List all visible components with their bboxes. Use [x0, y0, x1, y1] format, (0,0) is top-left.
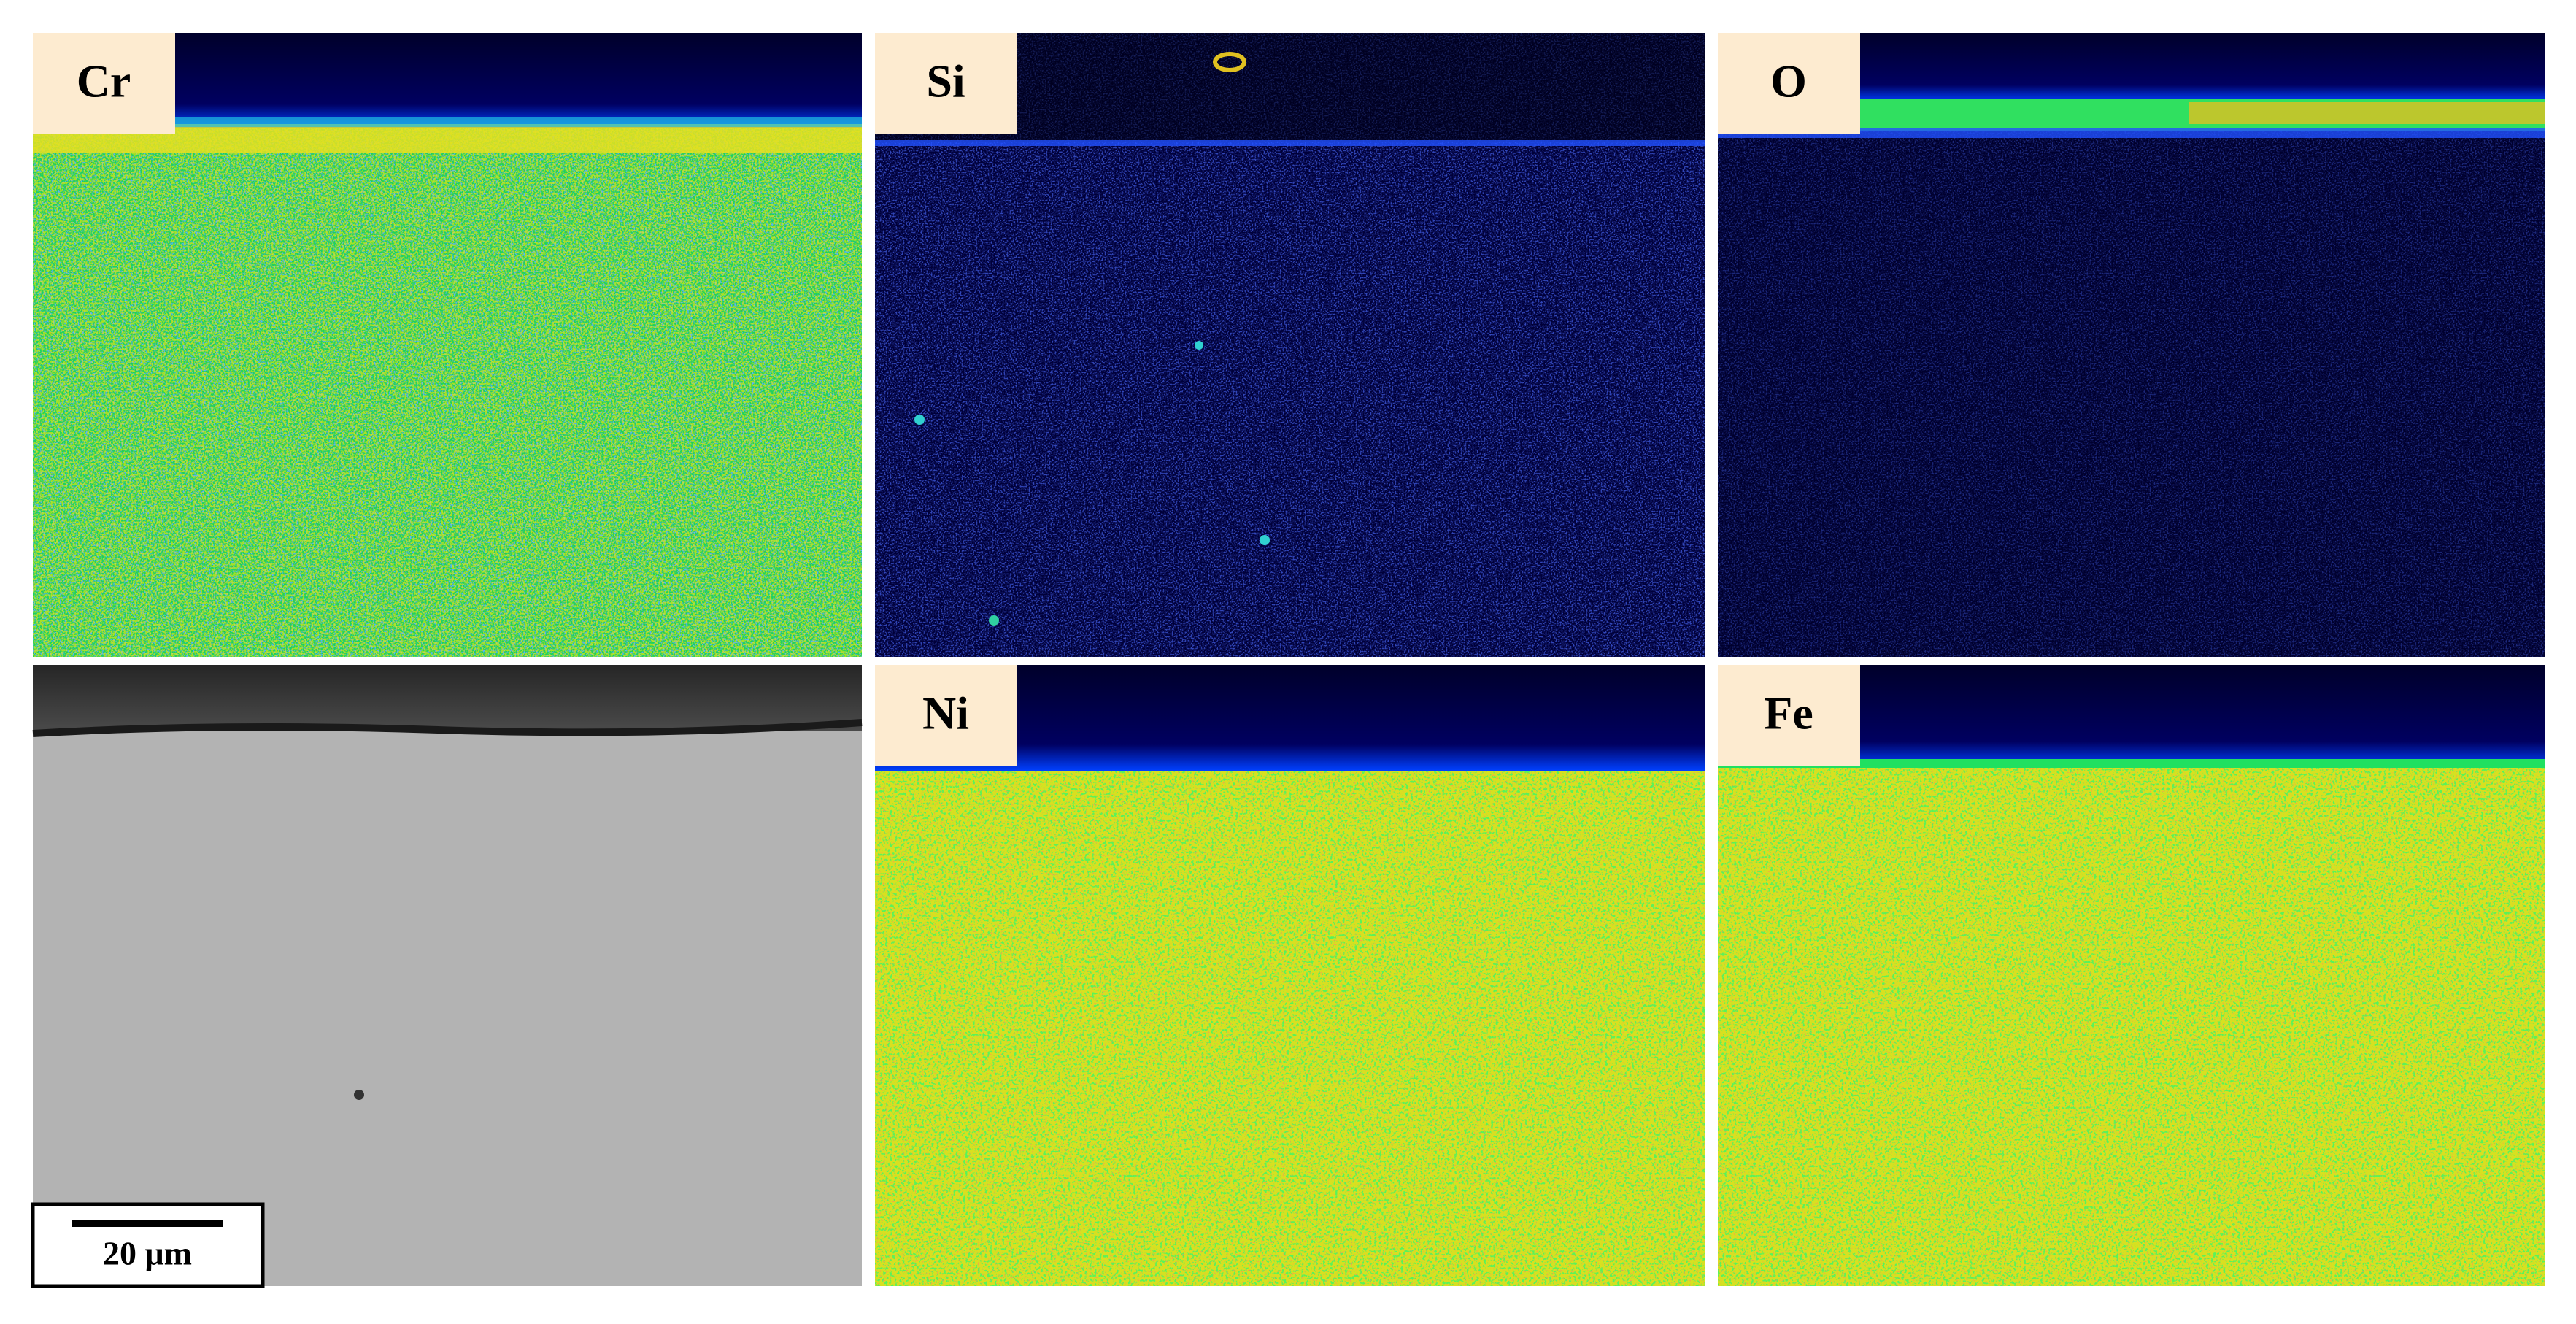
sem-image: 20 μm: [31, 665, 863, 1288]
oxide-edge: [1718, 128, 2545, 138]
sem-bg: [33, 665, 862, 1286]
oxide-band-hot: [2189, 102, 2545, 124]
scale-bar-label: 20 μm: [103, 1235, 192, 1272]
defect: [354, 1090, 364, 1100]
interface-line: [875, 140, 1705, 146]
interface-band: [1718, 759, 2545, 768]
label-box: [33, 33, 175, 134]
cr-map: Cr: [33, 33, 862, 657]
particle: [1260, 535, 1270, 545]
particle: [1213, 52, 1246, 72]
map-label: Ni: [922, 688, 969, 739]
label-box: [1718, 665, 1860, 766]
label-box: [875, 33, 1017, 134]
interface: [32, 719, 863, 737]
o-map: O: [1718, 33, 2545, 657]
fe-map: Fe: [1718, 665, 2545, 1286]
map-label: O: [1770, 55, 1807, 107]
oxide-edge: [33, 117, 862, 127]
particle: [914, 415, 925, 425]
map-label: Fe: [1764, 688, 1813, 739]
speckle: [1718, 665, 2545, 1286]
si-map: Si: [875, 33, 1705, 657]
particle: [1195, 341, 1203, 350]
sem-top: [33, 665, 862, 731]
ni-map: Ni: [875, 665, 1705, 1286]
scale-bar-box: [31, 1202, 265, 1288]
map-label: Si: [926, 55, 965, 107]
particle: [989, 615, 999, 626]
label-box: [875, 665, 1017, 766]
map-label: Cr: [77, 55, 131, 107]
label-box: [1718, 33, 1860, 134]
